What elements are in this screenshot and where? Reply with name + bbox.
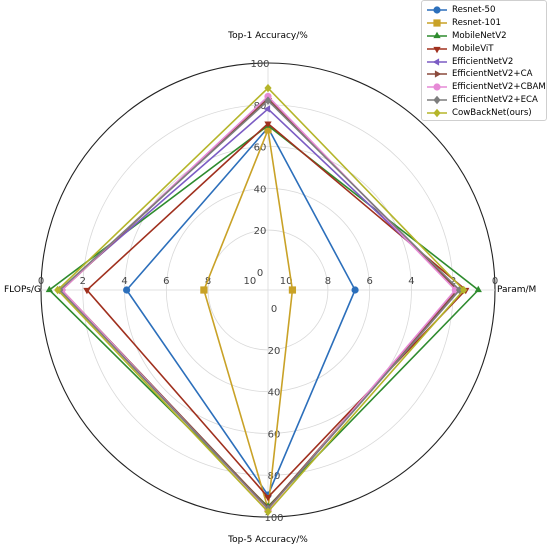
data-point bbox=[264, 126, 272, 134]
data-point bbox=[264, 121, 272, 128]
legend-label: EfficientNetV2+ECA bbox=[452, 94, 538, 105]
legend-label: Resnet-50 bbox=[452, 5, 496, 16]
tick-label: 20 bbox=[254, 226, 267, 237]
legend-item: MobileViT bbox=[426, 42, 542, 55]
series-efficientnetv2 bbox=[55, 105, 462, 513]
legend-label: MobileViT bbox=[452, 43, 494, 54]
legend-swatch bbox=[427, 46, 447, 53]
series-line bbox=[58, 99, 461, 510]
data-point bbox=[83, 287, 91, 295]
tick-label: 0 bbox=[38, 276, 44, 287]
legend-swatch bbox=[427, 19, 447, 27]
legend-swatch bbox=[427, 108, 447, 117]
series-line bbox=[60, 95, 457, 511]
tick-label: 4 bbox=[408, 276, 414, 287]
series-efficientnetv2-eca bbox=[56, 96, 464, 513]
tick-label: 0 bbox=[271, 304, 277, 315]
legend-marker bbox=[432, 57, 440, 66]
series-resnet-50 bbox=[123, 124, 359, 499]
data-point bbox=[200, 286, 208, 294]
legend-swatch bbox=[427, 70, 447, 79]
legend-marker bbox=[434, 70, 442, 79]
legend-item: EfficientNetV2 bbox=[426, 55, 542, 68]
legend-label: MobileNetV2 bbox=[452, 30, 507, 41]
tick-label: 0 bbox=[492, 276, 498, 287]
tick-label: 100 bbox=[264, 513, 283, 524]
legend-item: CowBackNet(ours) bbox=[426, 106, 542, 119]
legend-marker bbox=[433, 6, 441, 14]
data-point bbox=[264, 507, 272, 516]
data-point bbox=[460, 285, 468, 295]
axis-title-flops: FLOPs/G bbox=[4, 285, 41, 295]
legend-marker bbox=[433, 46, 441, 53]
tick-label: 10 bbox=[280, 276, 293, 287]
legend-marker bbox=[433, 83, 441, 91]
legend-item: EfficientNetV2+ECA bbox=[426, 94, 542, 107]
data-point bbox=[264, 96, 272, 105]
tick-label: 6 bbox=[163, 276, 169, 287]
legend-marker bbox=[433, 95, 441, 105]
legend-swatch bbox=[427, 83, 447, 91]
tick-label: 20 bbox=[268, 346, 281, 357]
tick-label: 40 bbox=[254, 184, 267, 195]
data-point bbox=[45, 285, 53, 293]
data-point bbox=[474, 285, 482, 293]
tick-label: 10 bbox=[243, 276, 256, 287]
series-line bbox=[125, 126, 356, 497]
data-point bbox=[54, 285, 62, 295]
legend-item: EfficientNetV2+CA bbox=[426, 68, 542, 81]
legend-item: MobileNetV2 bbox=[426, 30, 542, 43]
tick-label: 80 bbox=[268, 471, 281, 482]
legend: Resnet-50 Resnet-101 MobileNetV2 MobileViT E… bbox=[421, 0, 547, 121]
tick-label: 60 bbox=[268, 429, 281, 440]
tick-label: 100 bbox=[250, 59, 269, 70]
legend-item: Resnet-101 bbox=[426, 17, 542, 30]
series-line bbox=[48, 124, 480, 508]
axis-title-top1: Top-1 Accuracy/% bbox=[227, 31, 308, 41]
tick-label: 6 bbox=[367, 276, 373, 287]
tick-label: 2 bbox=[80, 276, 86, 287]
data-point bbox=[123, 286, 131, 294]
legend-marker bbox=[433, 19, 441, 27]
tick-label: 0 bbox=[257, 268, 263, 279]
legend-marker bbox=[433, 31, 441, 39]
axis-title-top5: Top-5 Accuracy/% bbox=[227, 535, 308, 545]
series-efficientnetv2-ca bbox=[59, 94, 462, 512]
data-point bbox=[263, 105, 271, 113]
legend-item: EfficientNetV2+CBAM bbox=[426, 81, 546, 94]
series-line bbox=[60, 97, 459, 509]
legend-swatch bbox=[427, 6, 447, 14]
legend-swatch bbox=[427, 95, 447, 105]
legend-label: EfficientNetV2+CA bbox=[452, 69, 533, 80]
series-layer bbox=[45, 83, 482, 516]
legend-label: EfficientNetV2 bbox=[452, 56, 514, 67]
legend-swatch bbox=[427, 57, 447, 66]
data-point bbox=[351, 286, 359, 294]
series-efficientnetv2-cbam bbox=[58, 92, 459, 514]
series-line bbox=[58, 107, 461, 510]
data-point bbox=[288, 286, 297, 294]
data-point bbox=[264, 83, 272, 93]
legend-label: EfficientNetV2+CBAM bbox=[452, 82, 546, 93]
legend-label: CowBackNet(ours) bbox=[452, 107, 532, 118]
tick-label: 40 bbox=[268, 388, 281, 399]
axis-title-param: Param/M bbox=[497, 285, 536, 295]
data-point bbox=[264, 495, 272, 502]
legend-marker bbox=[433, 108, 441, 117]
tick-label: 2 bbox=[450, 276, 456, 287]
series-cowbacknet-ours- bbox=[54, 83, 468, 516]
legend-label: Resnet-101 bbox=[452, 18, 501, 29]
tick-label: 4 bbox=[121, 276, 127, 287]
legend-swatch bbox=[427, 31, 447, 39]
legend-item: Resnet-50 bbox=[426, 4, 542, 17]
tick-label: 8 bbox=[325, 276, 331, 287]
